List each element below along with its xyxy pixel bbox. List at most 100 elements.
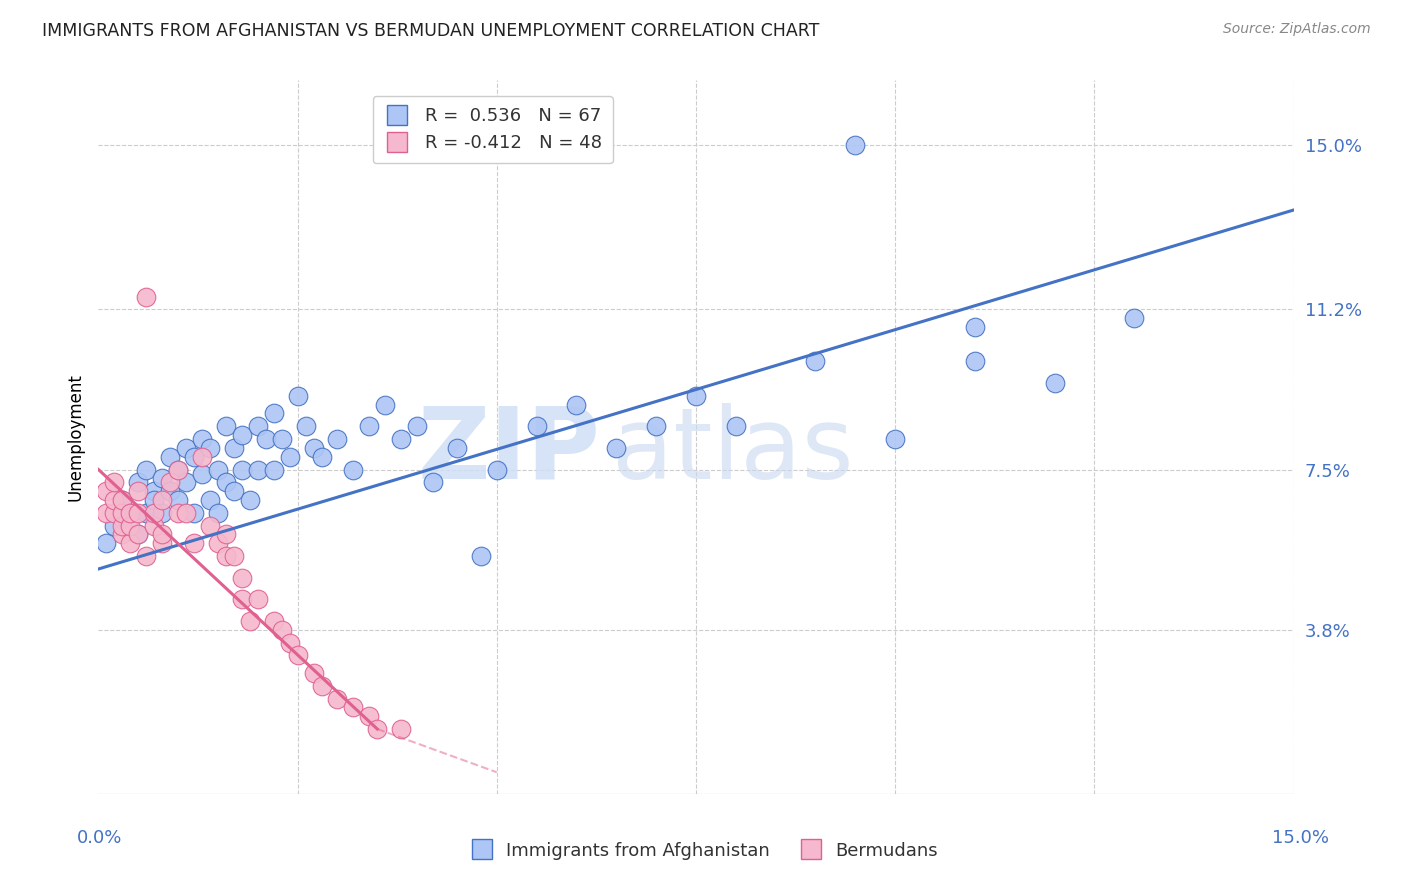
Point: [120, 518, 142, 533]
Point: [645, 419, 668, 434]
Point: [342, 462, 364, 476]
Point: [342, 700, 364, 714]
Point: [167, 492, 190, 507]
Point: [135, 462, 157, 476]
Point: [724, 419, 747, 434]
Point: [804, 354, 827, 368]
Point: [359, 709, 381, 723]
Point: [231, 571, 253, 585]
Text: Source: ZipAtlas.com: Source: ZipAtlas.com: [1223, 22, 1371, 37]
Point: [231, 428, 253, 442]
Point: [422, 475, 444, 490]
Point: [207, 506, 229, 520]
Point: [302, 441, 325, 455]
Point: [143, 506, 166, 520]
Point: [287, 648, 309, 663]
Point: [111, 506, 134, 520]
Point: [150, 506, 173, 520]
Point: [231, 462, 253, 476]
Point: [222, 549, 245, 563]
Point: [150, 492, 173, 507]
Legend: R =  0.536   N = 67, R = -0.412   N = 48: R = 0.536 N = 67, R = -0.412 N = 48: [373, 96, 613, 163]
Point: [159, 475, 181, 490]
Point: [270, 623, 292, 637]
Point: [485, 462, 508, 476]
Legend: Immigrants from Afghanistan, Bermudans: Immigrants from Afghanistan, Bermudans: [461, 835, 945, 867]
Point: [174, 475, 197, 490]
Point: [215, 419, 238, 434]
Point: [222, 484, 245, 499]
Point: [389, 722, 412, 736]
Point: [215, 527, 238, 541]
Point: [246, 419, 269, 434]
Text: ZIP: ZIP: [418, 403, 600, 500]
Point: [103, 518, 125, 533]
Y-axis label: Unemployment: Unemployment: [66, 373, 84, 501]
Point: [278, 635, 301, 649]
Point: [103, 475, 125, 490]
Point: [359, 419, 381, 434]
Point: [103, 506, 125, 520]
Point: [311, 450, 333, 464]
Point: [963, 319, 986, 334]
Point: [167, 462, 190, 476]
Point: [366, 722, 388, 736]
Point: [326, 691, 349, 706]
Point: [389, 432, 412, 446]
Point: [374, 398, 396, 412]
Text: atlas: atlas: [613, 403, 853, 500]
Point: [246, 592, 269, 607]
Point: [159, 484, 181, 499]
Point: [263, 462, 285, 476]
Point: [120, 506, 142, 520]
Point: [135, 506, 157, 520]
Point: [191, 450, 214, 464]
Point: [278, 450, 301, 464]
Point: [135, 549, 157, 563]
Point: [111, 492, 134, 507]
Point: [183, 450, 205, 464]
Point: [120, 506, 142, 520]
Point: [167, 506, 190, 520]
Point: [246, 462, 269, 476]
Point: [239, 614, 262, 628]
Point: [183, 536, 205, 550]
Point: [1123, 311, 1146, 326]
Point: [143, 492, 166, 507]
Point: [326, 432, 349, 446]
Point: [135, 289, 157, 303]
Point: [111, 527, 134, 541]
Text: IMMIGRANTS FROM AFGHANISTAN VS BERMUDAN UNEMPLOYMENT CORRELATION CHART: IMMIGRANTS FROM AFGHANISTAN VS BERMUDAN …: [42, 22, 820, 40]
Point: [963, 354, 986, 368]
Point: [526, 419, 548, 434]
Point: [174, 441, 197, 455]
Point: [127, 484, 149, 499]
Point: [207, 462, 229, 476]
Point: [685, 389, 707, 403]
Point: [198, 492, 221, 507]
Point: [844, 138, 866, 153]
Point: [159, 450, 181, 464]
Point: [96, 506, 118, 520]
Point: [96, 536, 118, 550]
Point: [127, 527, 149, 541]
Point: [207, 536, 229, 550]
Point: [174, 506, 197, 520]
Point: [215, 549, 238, 563]
Point: [884, 432, 907, 446]
Point: [191, 432, 214, 446]
Text: 0.0%: 0.0%: [77, 829, 122, 847]
Point: [96, 484, 118, 499]
Point: [183, 506, 205, 520]
Point: [127, 506, 149, 520]
Point: [215, 475, 238, 490]
Point: [470, 549, 492, 563]
Point: [103, 492, 125, 507]
Point: [111, 492, 134, 507]
Point: [111, 518, 134, 533]
Point: [565, 398, 588, 412]
Point: [263, 406, 285, 420]
Point: [150, 471, 173, 485]
Point: [1043, 376, 1066, 390]
Point: [127, 475, 149, 490]
